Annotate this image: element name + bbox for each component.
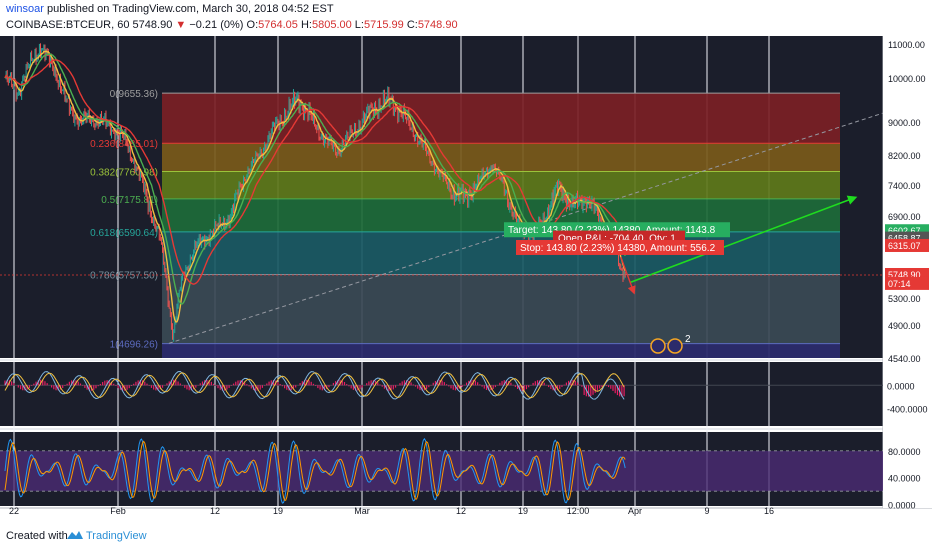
- fib-level-label: 1(4696.26): [110, 340, 158, 351]
- price-tag-box: [885, 238, 929, 252]
- moving-average-line: [4, 59, 626, 285]
- event-badge-count: 2: [685, 334, 691, 345]
- low-label: L:: [354, 19, 364, 31]
- osc2-tick-label: 80.0000: [888, 447, 921, 457]
- time-tick-label: 16: [764, 506, 774, 516]
- fib-zone: [162, 93, 840, 144]
- event-badges[interactable]: 2: [650, 334, 691, 354]
- annotation-arrows[interactable]: [620, 195, 858, 295]
- footer-bar: Created with TradingView: [0, 521, 932, 550]
- fib-level-label: 0.5(7175.81): [101, 195, 158, 206]
- price-tag-label: 6458.87: [888, 234, 921, 244]
- created-with-label: Created with: [6, 530, 68, 542]
- close-value: 5748.90: [417, 19, 458, 31]
- chart-area[interactable]: 0(9655.36) 0.236(8485.01) 0.382(7760.98) 0.…: [0, 36, 932, 521]
- time-axis[interactable]: 22 Feb 12 19 Mar 12 19 12:00 Apr 9 16: [9, 506, 774, 516]
- fib-level-label: 0(9655.36): [110, 89, 158, 100]
- price-series: [4, 43, 626, 342]
- osc1-tick-label: 0.0000: [887, 381, 915, 391]
- moving-average-line: [4, 53, 626, 305]
- event-badge-icon[interactable]: [667, 338, 683, 354]
- last-price: 5748.90: [132, 19, 173, 31]
- author-name[interactable]: winsoar: [6, 3, 44, 15]
- fib-zone: [162, 171, 840, 199]
- stoch-rsi-pane: [0, 437, 883, 504]
- projection-arrow[interactable]: [629, 195, 858, 284]
- drop-arrow[interactable]: [620, 256, 636, 295]
- price-tick-label: 6900.00: [888, 212, 921, 222]
- signal-line: [4, 372, 625, 399]
- position-tool[interactable]: Target: 143.80 (2.23%) 14380, Amount: 11…: [0, 222, 883, 276]
- price-tick-label: 5300.00: [888, 294, 921, 304]
- time-tick-label: 9: [704, 506, 709, 516]
- time-tick-label: 22: [9, 506, 19, 516]
- price-tick-label: 8200.00: [888, 151, 921, 161]
- fibonacci-retracement[interactable]: 0(9655.36) 0.236(8485.01) 0.382(7760.98) 0.…: [90, 89, 840, 358]
- oscillator-pane-background: [0, 362, 883, 426]
- time-tick-label: 12: [456, 506, 466, 516]
- fib-zone: [162, 198, 840, 232]
- publish-line: winsoar published on TradingView.com, Ma…: [6, 3, 334, 15]
- time-tick-label: Apr: [628, 506, 642, 516]
- fib-level-label: 0.786(5757.50): [90, 271, 158, 282]
- high-label: H:: [300, 19, 312, 31]
- fib-zone: [162, 143, 840, 172]
- time-tick-label: 19: [273, 506, 283, 516]
- price-tick-label: 7400.00: [888, 181, 921, 191]
- price-tick-label: 11000.00: [888, 40, 925, 50]
- osc1-tick-label: -400.0000: [887, 405, 928, 415]
- price-tick-label: 9000.00: [888, 118, 921, 128]
- fib-level-label: 0.618(6590.64): [90, 228, 158, 239]
- price-tick-label: 10000.00: [888, 74, 926, 84]
- event-badge-icon[interactable]: [650, 338, 666, 354]
- price-tick-label: 4540.00: [888, 354, 921, 364]
- close-label: C:: [406, 19, 418, 31]
- price-tag-label: 6602.67: [888, 226, 921, 236]
- time-tick-label: Mar: [354, 506, 370, 516]
- high-value: 5805.00: [311, 19, 352, 31]
- fib-zone: [162, 274, 840, 344]
- symbol-label[interactable]: COINBASE:BTCEUR, 60: [6, 19, 130, 31]
- trend-line-segment[interactable]: [168, 93, 932, 344]
- price-tag-label: 5748.90: [888, 270, 921, 280]
- time-tick-label: 12: [210, 506, 220, 516]
- price-axis[interactable]: 11000.00 10000.00 9000.00 8200.00 7400.00 690…: [883, 36, 932, 511]
- tradingview-brand[interactable]: TradingView: [86, 530, 147, 542]
- published-text: published on TradingView.com, March 30, …: [46, 3, 334, 15]
- time-tick-label: 12:00: [567, 506, 590, 516]
- stop-label-box[interactable]: [516, 239, 724, 255]
- stop-label: Stop: 143.80 (2.23%) 14380, Amount: 556.…: [520, 243, 716, 254]
- price-tag-label: 07:14: [888, 279, 911, 289]
- open-value: 5764.05: [258, 19, 298, 31]
- time-tick-label: Feb: [110, 506, 126, 516]
- tradingview-logo-icon[interactable]: [66, 529, 84, 541]
- price-tag-box: [885, 276, 929, 290]
- osc2-tick-label: 0.0000: [888, 501, 916, 511]
- macd-pane: [0, 370, 883, 400]
- low-value: 5715.99: [363, 19, 404, 31]
- chart-header: winsoar published on TradingView.com, Ma…: [0, 0, 932, 36]
- ohlc-line: COINBASE:BTCEUR, 60 5748.90 ▼ −0.21 (0%)…: [6, 19, 458, 31]
- open-pl-label: Open P&L: -704.40, Qty: 1: [558, 234, 676, 245]
- fib-level-label: 0.236(8485.01): [90, 139, 158, 150]
- fib-zone: [162, 231, 840, 275]
- price-tag-label: 6315.07: [888, 241, 921, 251]
- price-tick-label: 4900.00: [888, 321, 921, 331]
- change-arrow-icon: ▼: [175, 19, 187, 31]
- open-label: O:: [246, 19, 259, 31]
- overbought-band: [0, 450, 883, 492]
- time-tick-label: 19: [518, 506, 528, 516]
- fib-level-label: 0.382(7760.98): [90, 167, 158, 178]
- fib-zone: [162, 343, 840, 358]
- price-change: −0.21 (0%): [189, 19, 244, 31]
- osc2-tick-label: 40.0000: [888, 474, 921, 484]
- stoch-d-line: [4, 440, 626, 501]
- trend-line[interactable]: [168, 93, 932, 344]
